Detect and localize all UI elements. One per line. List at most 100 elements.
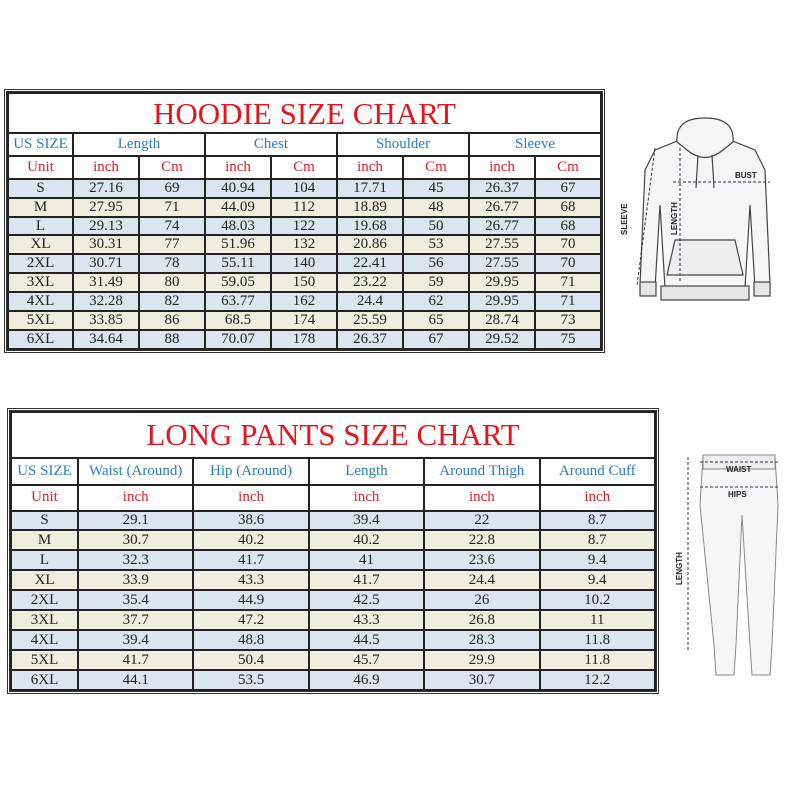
value-cell: 41.7 bbox=[307, 569, 426, 592]
unit-cell: inch bbox=[468, 155, 536, 180]
value-cell: 86 bbox=[138, 310, 206, 332]
value-cell: 8.7 bbox=[538, 529, 657, 552]
value-cell: 78 bbox=[138, 253, 206, 275]
header-length: Length bbox=[72, 132, 206, 158]
size-cell: 3XL bbox=[7, 272, 74, 294]
value-cell: 70.07 bbox=[204, 329, 272, 350]
size-cell: L bbox=[7, 215, 74, 237]
unit-cell: inch bbox=[72, 155, 140, 180]
value-cell: 56 bbox=[402, 253, 470, 275]
value-cell: 73 bbox=[534, 310, 602, 332]
unit-cell: inch bbox=[538, 483, 657, 512]
size-cell: L bbox=[10, 549, 79, 572]
value-cell: 80 bbox=[138, 272, 206, 294]
value-cell: 30.7 bbox=[76, 529, 195, 552]
value-cell: 71 bbox=[534, 291, 602, 313]
value-cell: 24.4 bbox=[336, 291, 404, 313]
value-cell: 112 bbox=[270, 196, 338, 218]
unit-cell: Cm bbox=[270, 155, 338, 180]
size-cell: 2XL bbox=[10, 589, 79, 612]
value-cell: 41 bbox=[307, 549, 426, 572]
pants-size-chart: LONG PANTS SIZE CHART US SIZE Waist (Aro… bbox=[7, 408, 659, 694]
value-cell: 18.89 bbox=[336, 196, 404, 218]
hoodie-diagram: BUST LENGTH SLEEVE bbox=[620, 117, 771, 301]
measurement-header: Length bbox=[307, 456, 426, 486]
table-row: S 27.16 69 40.94 104 17.71 45 26.37 67 bbox=[7, 177, 602, 199]
value-cell: 29.52 bbox=[468, 329, 536, 350]
size-cell: 6XL bbox=[10, 669, 79, 691]
hips-label: HIPS bbox=[728, 490, 747, 499]
value-cell: 28.3 bbox=[423, 629, 541, 652]
value-cell: 47.2 bbox=[192, 609, 310, 632]
value-cell: 62 bbox=[402, 291, 470, 313]
value-cell: 44.9 bbox=[192, 589, 310, 612]
value-cell: 30.31 bbox=[72, 234, 140, 256]
size-header: US SIZE bbox=[10, 456, 79, 486]
value-cell: 45 bbox=[402, 177, 470, 199]
value-cell: 30.7 bbox=[423, 669, 541, 691]
value-cell: 55.11 bbox=[204, 253, 272, 275]
value-cell: 68 bbox=[534, 215, 602, 237]
table-row: 6XL 34.64 88 70.07 178 26.37 67 29.52 75 bbox=[7, 329, 602, 350]
value-cell: 88 bbox=[138, 329, 206, 350]
value-cell: 9.4 bbox=[538, 569, 657, 592]
value-cell: 29.9 bbox=[423, 649, 541, 672]
size-cell: 2XL bbox=[7, 253, 74, 275]
table-row: 4XL 39.4 48.8 44.5 28.3 11.8 bbox=[10, 629, 657, 652]
value-cell: 43.3 bbox=[307, 609, 426, 632]
value-cell: 35.4 bbox=[76, 589, 195, 612]
value-cell: 11 bbox=[538, 609, 657, 632]
value-cell: 34.64 bbox=[72, 329, 140, 350]
size-cell: 4XL bbox=[7, 291, 74, 313]
size-header: US SIZE bbox=[7, 132, 74, 158]
value-cell: 46.9 bbox=[307, 669, 426, 691]
value-cell: 31.49 bbox=[72, 272, 140, 294]
value-cell: 33.9 bbox=[76, 569, 195, 592]
value-cell: 68 bbox=[534, 196, 602, 218]
unit-label: Unit bbox=[7, 155, 74, 180]
header-chest: Chest bbox=[204, 132, 338, 158]
value-cell: 10.2 bbox=[538, 589, 657, 612]
unit-cell: inch bbox=[76, 483, 195, 512]
value-cell: 39.4 bbox=[307, 509, 426, 532]
unit-cell: inch bbox=[192, 483, 310, 512]
value-cell: 59.05 bbox=[204, 272, 272, 294]
value-cell: 122 bbox=[270, 215, 338, 237]
length-label: LENGTH bbox=[670, 202, 679, 235]
unit-cell: Cm bbox=[138, 155, 206, 180]
value-cell: 43.3 bbox=[192, 569, 310, 592]
value-cell: 23.22 bbox=[336, 272, 404, 294]
table-row: L 29.13 74 48.03 122 19.68 50 26.77 68 bbox=[7, 215, 602, 237]
value-cell: 27.95 bbox=[72, 196, 140, 218]
value-cell: 40.2 bbox=[192, 529, 310, 552]
table-row: M 27.95 71 44.09 112 18.89 48 26.77 68 bbox=[7, 196, 602, 218]
value-cell: 70 bbox=[534, 253, 602, 275]
value-cell: 22 bbox=[423, 509, 541, 532]
value-cell: 67 bbox=[402, 329, 470, 350]
size-cell: XL bbox=[10, 569, 79, 592]
table-row: 5XL 33.85 86 68.5 174 25.59 65 28.74 73 bbox=[7, 310, 602, 332]
value-cell: 75 bbox=[534, 329, 602, 350]
value-cell: 22.41 bbox=[336, 253, 404, 275]
value-cell: 162 bbox=[270, 291, 338, 313]
value-cell: 50 bbox=[402, 215, 470, 237]
value-cell: 44.09 bbox=[204, 196, 272, 218]
size-cell: 5XL bbox=[7, 310, 74, 332]
value-cell: 59 bbox=[402, 272, 470, 294]
header-sleeve: Sleeve bbox=[468, 132, 602, 158]
value-cell: 38.6 bbox=[192, 509, 310, 532]
size-cell: M bbox=[10, 529, 79, 552]
value-cell: 178 bbox=[270, 329, 338, 350]
table-row: 4XL 32.28 82 63.77 162 24.4 62 29.95 71 bbox=[7, 291, 602, 313]
value-cell: 74 bbox=[138, 215, 206, 237]
value-cell: 26.8 bbox=[423, 609, 541, 632]
bust-label: BUST bbox=[735, 171, 757, 180]
hoodie-size-chart: HOODIE SIZE CHART US SIZE Length Chest S… bbox=[4, 89, 605, 353]
value-cell: 25.59 bbox=[336, 310, 404, 332]
value-cell: 71 bbox=[138, 196, 206, 218]
value-cell: 70 bbox=[534, 234, 602, 256]
size-cell: M bbox=[7, 196, 74, 218]
value-cell: 45.7 bbox=[307, 649, 426, 672]
table-row: S 29.1 38.6 39.4 22 8.7 bbox=[10, 509, 657, 532]
value-cell: 50.4 bbox=[192, 649, 310, 672]
